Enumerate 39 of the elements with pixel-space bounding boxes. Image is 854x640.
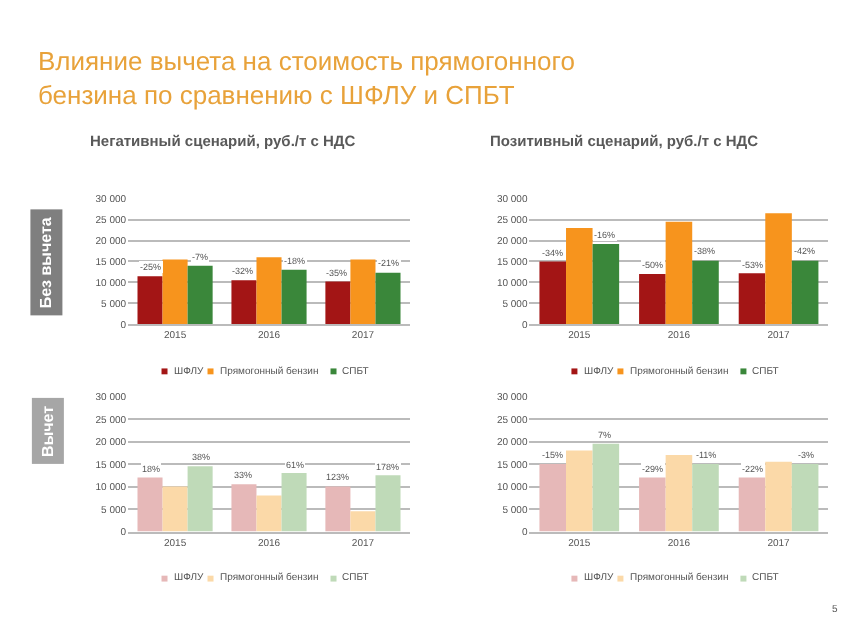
bar — [137, 477, 163, 532]
bar — [665, 221, 693, 325]
bar — [539, 464, 567, 532]
bar — [325, 281, 351, 325]
bar — [765, 213, 792, 325]
bar — [350, 259, 376, 325]
text: Влияние вычета на стоимость прямогонного бензина по сравнению с ШФЛУ и СПБТ — [38, 46, 575, 110]
bar — [231, 280, 257, 325]
bar — [137, 276, 163, 325]
bar — [281, 473, 307, 532]
bar — [256, 495, 282, 532]
bar — [592, 443, 620, 532]
bar — [692, 260, 719, 325]
bar — [256, 257, 282, 325]
bar — [738, 273, 766, 325]
bar — [162, 486, 188, 532]
bar — [791, 464, 819, 532]
bar — [325, 486, 351, 532]
bar — [539, 261, 567, 325]
y-axis-title: Без вычета — [37, 216, 56, 309]
bar — [187, 265, 213, 325]
bar — [375, 272, 401, 325]
bar — [639, 274, 666, 325]
bar — [592, 243, 620, 325]
bar — [738, 477, 766, 532]
bar — [639, 477, 666, 532]
bar — [350, 511, 376, 532]
bar — [665, 455, 693, 532]
bar — [162, 259, 188, 325]
bar — [231, 484, 257, 532]
bar — [375, 475, 401, 532]
bar — [692, 464, 719, 532]
bar — [765, 461, 792, 532]
bar — [791, 260, 819, 325]
bar — [566, 227, 593, 325]
y-axis-title: Вычет — [38, 405, 57, 457]
bar — [566, 450, 593, 532]
bar — [187, 466, 213, 532]
bar — [281, 269, 307, 325]
